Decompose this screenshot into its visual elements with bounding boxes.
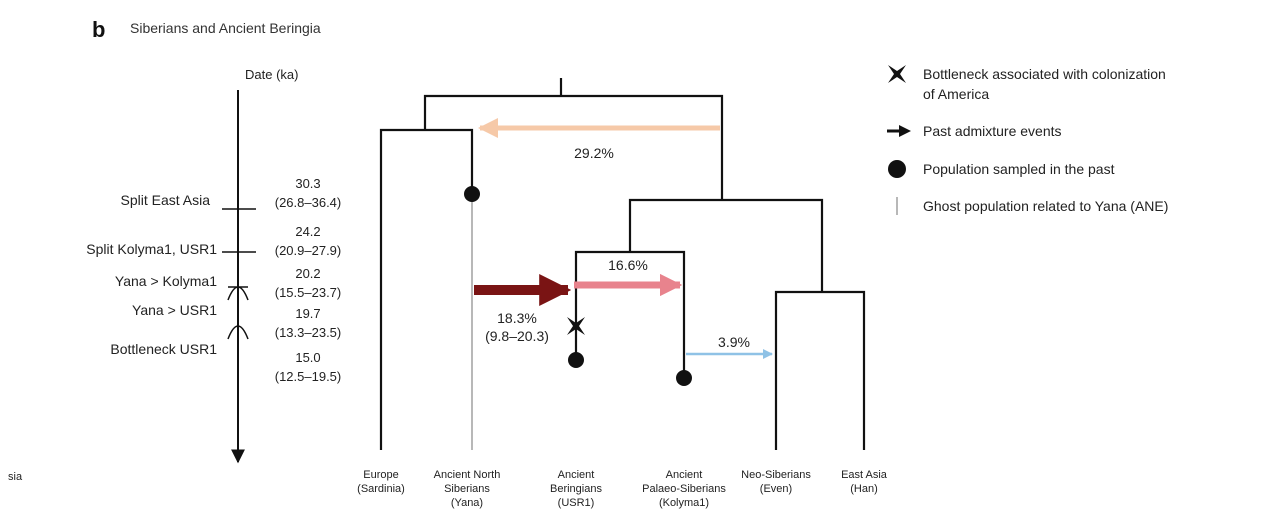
event-value-2: 20.2 xyxy=(295,266,320,281)
pop-ab-l3: (USR1) xyxy=(558,497,595,509)
sampled-dot-yana xyxy=(464,186,480,202)
cut-off-label: sia xyxy=(8,471,23,483)
event-value-1: 24.2 xyxy=(295,224,320,239)
event-value-3: 19.7 xyxy=(295,306,320,321)
pop-europe-l2: (Sardinia) xyxy=(357,483,405,495)
pop-ab-l2: Beringians xyxy=(550,483,602,495)
event-label-yana-kolyma: Yana > Kolyma1 xyxy=(115,273,217,289)
pop-ans-l2: Siberians xyxy=(444,483,490,495)
star-cross-icon xyxy=(888,65,906,83)
tree xyxy=(379,78,866,450)
admixture-label-18: 18.3% xyxy=(497,310,537,326)
pop-aps-l2: Palaeo-Siberians xyxy=(642,483,726,495)
pop-neo-l2: (Even) xyxy=(760,483,792,495)
legend-label-admixture: Past admixture events xyxy=(923,123,1062,139)
pop-aps-l3: (Kolyma1) xyxy=(659,497,709,509)
tree-root-split xyxy=(423,94,724,200)
pop-aps-l1: Ancient xyxy=(666,469,703,481)
legend-label-ghost: Ghost population related to Yana (ANE) xyxy=(923,198,1168,214)
event-label-yana-usr: Yana > USR1 xyxy=(132,302,217,318)
pop-eastasia-l1: East Asia xyxy=(841,469,888,481)
event-value-4: 15.0 xyxy=(295,350,320,365)
legend-item-sampled: Population sampled in the past xyxy=(888,160,1115,178)
legend-item-admixture: Past admixture events xyxy=(887,123,1062,139)
event-label-bottleneck-usr: Bottleneck USR1 xyxy=(110,341,217,357)
event-range-3: (13.3–23.5) xyxy=(275,325,342,340)
tick-bottleneck-usr xyxy=(227,325,249,340)
arrow-icon xyxy=(887,125,911,137)
panel-title: Siberians and Ancient Beringia xyxy=(130,20,321,36)
admixture-label-16: 16.6% xyxy=(608,257,648,273)
bottleneck-star-icon xyxy=(567,317,585,335)
event-range-0: (26.8–36.4) xyxy=(275,195,342,210)
tree-even-han-split xyxy=(774,290,866,450)
pop-ans-l3: (Yana) xyxy=(451,497,483,509)
sampled-dot-kolyma1 xyxy=(676,370,692,386)
legend: Bottleneck associated with colonization … xyxy=(887,65,1168,215)
sampled-dot-usr1 xyxy=(568,352,584,368)
legend-item-ghost: Ghost population related to Yana (ANE) xyxy=(896,197,1168,215)
population-labels: Europe (Sardinia) Ancient North Siberian… xyxy=(357,469,888,509)
legend-label-bottleneck-1: Bottleneck associated with colonization xyxy=(923,66,1166,82)
pop-eastasia-l2: (Han) xyxy=(850,483,878,495)
admixture-label-3: 3.9% xyxy=(718,334,750,350)
time-axis-title: Date (ka) xyxy=(245,67,298,82)
pop-ab-l1: Ancient xyxy=(558,469,595,481)
event-value-0: 30.3 xyxy=(295,176,320,191)
tree-europe-ans-split xyxy=(379,128,474,450)
event-range-4: (12.5–19.5) xyxy=(275,369,342,384)
pop-ans-l1: Ancient North xyxy=(434,469,501,481)
admixture-range-18: (9.8–20.3) xyxy=(485,328,549,344)
event-ticks xyxy=(222,208,256,340)
legend-label-sampled: Population sampled in the past xyxy=(923,161,1115,177)
tree-east-split xyxy=(628,198,824,292)
panel-letter: b xyxy=(92,17,105,42)
legend-label-bottleneck-2: of America xyxy=(923,86,989,102)
event-label-split-kolyma-usr: Split Kolyma1, USR1 xyxy=(86,241,217,257)
dot-icon xyxy=(888,160,906,178)
pop-europe-l1: Europe xyxy=(363,469,398,481)
event-values: 30.3 (26.8–36.4) 24.2 (20.9–27.9) 20.2 (… xyxy=(275,176,342,384)
tree-usr-kolyma-split xyxy=(574,250,686,378)
legend-item-bottleneck: Bottleneck associated with colonization … xyxy=(888,65,1166,102)
pop-neo-l1: Neo-Siberians xyxy=(741,469,811,481)
event-range-2: (15.5–23.7) xyxy=(275,285,342,300)
admixture-label-29: 29.2% xyxy=(574,145,614,161)
event-labels: Split East Asia Split Kolyma1, USR1 Yana… xyxy=(86,192,217,357)
event-range-1: (20.9–27.9) xyxy=(275,243,342,258)
event-label-split-east-asia: Split East Asia xyxy=(121,192,211,208)
